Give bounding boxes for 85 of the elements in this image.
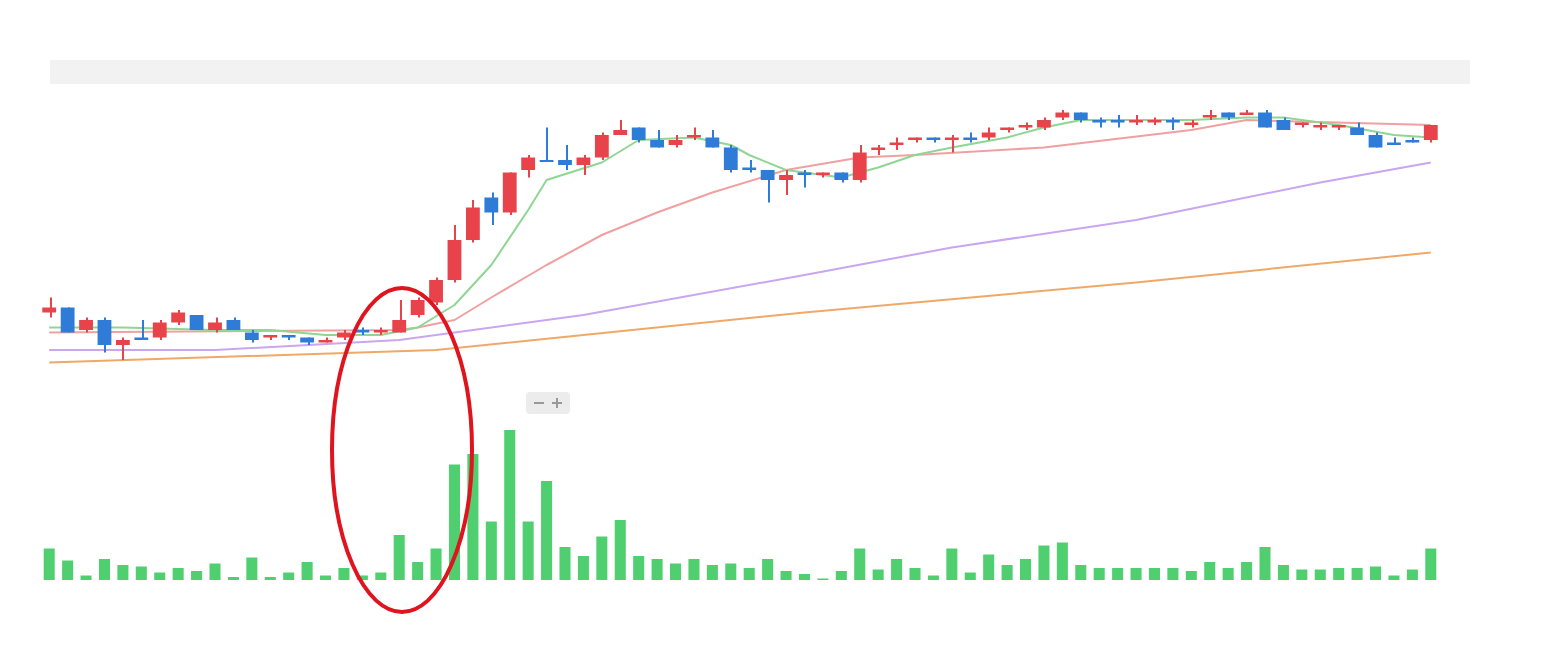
candlestick bbox=[1129, 114, 1143, 126]
bar bbox=[798, 574, 810, 580]
bar bbox=[891, 559, 903, 580]
bar bbox=[854, 548, 866, 580]
bar bbox=[1112, 568, 1124, 580]
bar bbox=[1241, 562, 1253, 580]
candlestick bbox=[281, 334, 296, 341]
candlestick bbox=[1110, 114, 1125, 129]
bar bbox=[1056, 542, 1068, 580]
bar bbox=[283, 572, 295, 580]
bar bbox=[393, 535, 405, 580]
bar bbox=[62, 560, 74, 580]
bar bbox=[1001, 565, 1013, 580]
bar bbox=[835, 571, 847, 580]
bar bbox=[430, 548, 442, 580]
candlestick bbox=[373, 326, 388, 336]
candlestick bbox=[1165, 116, 1180, 131]
bar bbox=[872, 569, 884, 580]
bar bbox=[1296, 569, 1308, 580]
bar bbox=[983, 554, 995, 580]
bar bbox=[780, 571, 792, 580]
candlestick bbox=[263, 334, 278, 341]
bar bbox=[209, 563, 221, 580]
bar bbox=[522, 521, 534, 580]
bar bbox=[651, 559, 663, 580]
bar bbox=[1277, 565, 1289, 580]
bar bbox=[98, 559, 110, 580]
bar bbox=[485, 521, 497, 580]
bar bbox=[1075, 565, 1087, 580]
bar bbox=[1093, 568, 1105, 580]
bar bbox=[596, 536, 608, 580]
bar bbox=[504, 430, 516, 580]
bar bbox=[1425, 548, 1437, 580]
bar bbox=[614, 520, 626, 580]
candlestick bbox=[1313, 121, 1328, 131]
bar bbox=[191, 571, 203, 580]
candlestick bbox=[1202, 110, 1217, 121]
bar bbox=[1351, 568, 1363, 580]
bar bbox=[964, 572, 976, 580]
bar bbox=[1167, 568, 1179, 580]
bar bbox=[117, 565, 129, 580]
bar bbox=[706, 565, 718, 580]
candlestick bbox=[1405, 136, 1420, 144]
candlestick bbox=[1037, 116, 1051, 131]
candlestick bbox=[539, 126, 554, 162]
candlestick bbox=[687, 126, 701, 141]
bar bbox=[172, 568, 184, 580]
bar bbox=[541, 481, 553, 580]
bar bbox=[1314, 569, 1326, 580]
bar bbox=[135, 566, 147, 580]
candlestick bbox=[1092, 116, 1107, 129]
bar bbox=[1020, 559, 1032, 580]
bar bbox=[1185, 571, 1197, 580]
bar bbox=[725, 563, 737, 580]
bar bbox=[946, 548, 958, 580]
candlestick bbox=[318, 336, 333, 344]
bar bbox=[43, 548, 55, 580]
bar bbox=[688, 559, 700, 580]
candlestick bbox=[1018, 121, 1033, 131]
candlestick bbox=[1147, 116, 1162, 126]
bar bbox=[1222, 568, 1234, 580]
bar bbox=[1406, 569, 1418, 580]
bar bbox=[301, 562, 313, 580]
bar bbox=[577, 556, 589, 580]
bar bbox=[154, 572, 166, 580]
bar bbox=[1038, 545, 1050, 580]
bar bbox=[1204, 562, 1216, 580]
candlestick bbox=[1331, 124, 1346, 131]
candlestick bbox=[392, 299, 407, 334]
bar bbox=[1130, 568, 1142, 580]
candlestick bbox=[650, 129, 665, 149]
bar bbox=[670, 563, 682, 580]
bar bbox=[762, 559, 774, 580]
bar bbox=[1259, 547, 1271, 580]
bar bbox=[559, 547, 571, 580]
bar bbox=[338, 568, 350, 580]
bar bbox=[1148, 568, 1160, 580]
bar bbox=[412, 562, 424, 580]
bar bbox=[909, 568, 921, 580]
bar bbox=[375, 572, 387, 580]
bar bbox=[1333, 568, 1345, 580]
bar bbox=[246, 557, 258, 580]
bar bbox=[743, 568, 755, 580]
bar bbox=[1370, 566, 1382, 580]
bar bbox=[633, 556, 645, 580]
